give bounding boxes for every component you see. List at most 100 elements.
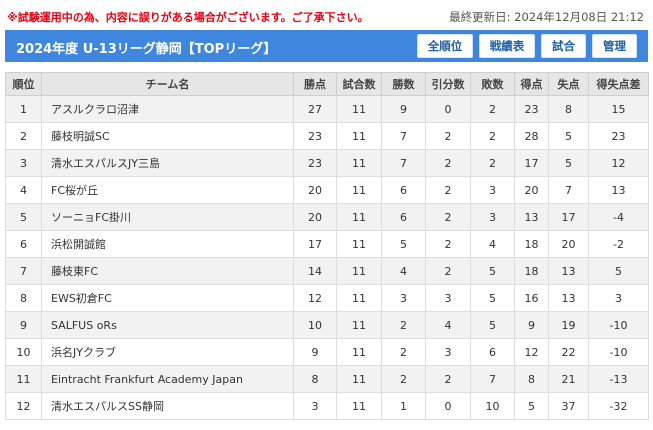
losses-cell: 7	[470, 365, 515, 393]
draws-cell: 2	[425, 230, 471, 258]
draws-cell: 2	[425, 149, 471, 177]
rank-cell: 1	[5, 95, 42, 123]
column-header-team[interactable]: チーム名	[41, 72, 294, 96]
losses-cell: 2	[470, 149, 515, 177]
goals-for-cell: 12	[514, 338, 549, 366]
played-cell: 11	[336, 338, 382, 366]
rank-cell: 9	[5, 311, 42, 339]
ranking-button[interactable]: 全順位	[417, 34, 473, 58]
team-name-cell[interactable]: 浜名JYクラブ	[41, 338, 294, 366]
losses-cell: 5	[470, 284, 515, 312]
table-row: 10 浜名JYクラブ 9 11 2 3 6 12 22 -10	[5, 338, 649, 366]
played-cell: 11	[336, 176, 382, 204]
goals-against-cell: 37	[548, 392, 589, 420]
goals-for-cell: 9	[514, 311, 549, 339]
points-cell: 14	[293, 257, 337, 285]
column-header-goals-against[interactable]: 失点	[548, 72, 589, 96]
points-cell: 23	[293, 122, 337, 150]
goals-against-cell: 22	[548, 338, 589, 366]
table-row: 6 浜松開誠館 17 11 5 2 4 18 20 -2	[5, 230, 649, 258]
goals-against-cell: 19	[548, 311, 589, 339]
losses-cell: 6	[470, 338, 515, 366]
draws-cell: 3	[425, 284, 471, 312]
goal-diff-cell: -4	[588, 203, 649, 231]
goals-against-cell: 8	[548, 95, 589, 123]
table-row: 11 Eintracht Frankfurt Academy Japan 8 11 2 2…	[5, 365, 649, 393]
wins-cell: 2	[381, 365, 426, 393]
rank-cell: 2	[5, 122, 42, 150]
goals-for-cell: 13	[514, 203, 549, 231]
played-cell: 11	[336, 95, 382, 123]
played-cell: 11	[336, 149, 382, 177]
goals-for-cell: 23	[514, 95, 549, 123]
wins-cell: 6	[381, 203, 426, 231]
losses-cell: 3	[470, 203, 515, 231]
draws-cell: 2	[425, 203, 471, 231]
points-cell: 8	[293, 365, 337, 393]
goal-diff-cell: -32	[588, 392, 649, 420]
wins-cell: 7	[381, 149, 426, 177]
losses-cell: 3	[470, 176, 515, 204]
rank-cell: 11	[5, 365, 42, 393]
table-row: 12 清水エスパルスSS静岡 3 11 1 0 10 5 37 -32	[5, 392, 649, 420]
goals-against-cell: 17	[548, 203, 589, 231]
draws-cell: 2	[425, 257, 471, 285]
team-name-cell[interactable]: Eintracht Frankfurt Academy Japan	[41, 365, 294, 393]
results-table-button[interactable]: 戦績表	[479, 34, 535, 58]
goals-against-cell: 7	[548, 176, 589, 204]
rank-cell: 10	[5, 338, 42, 366]
matches-button[interactable]: 試合	[541, 34, 586, 58]
team-name-cell[interactable]: FC桜が丘	[41, 176, 294, 204]
table-row: 3 清水エスパルスJY三島 23 11 7 2 2 17 5 12	[5, 149, 649, 177]
team-name-cell[interactable]: EWS初倉FC	[41, 284, 294, 312]
column-header-points[interactable]: 勝点	[293, 72, 337, 96]
points-cell: 10	[293, 311, 337, 339]
team-name-cell[interactable]: 清水エスパルスSS静岡	[41, 392, 294, 420]
team-name-cell[interactable]: アスルクラロ沼津	[41, 95, 294, 123]
draws-cell: 0	[425, 95, 471, 123]
team-name-cell[interactable]: 藤枝明誠SC	[41, 122, 294, 150]
points-cell: 27	[293, 95, 337, 123]
played-cell: 11	[336, 311, 382, 339]
goals-for-cell: 17	[514, 149, 549, 177]
played-cell: 11	[336, 230, 382, 258]
team-name-cell[interactable]: 藤枝東FC	[41, 257, 294, 285]
table-header-row: 順位 チーム名 勝点 試合数 勝数 引分数 敗数 得点 失点 得失点差	[5, 72, 649, 96]
points-cell: 23	[293, 149, 337, 177]
team-name-cell[interactable]: SALFUS oRs	[41, 311, 294, 339]
goal-diff-cell: 3	[588, 284, 649, 312]
column-header-played[interactable]: 試合数	[336, 72, 382, 96]
goals-against-cell: 5	[548, 149, 589, 177]
played-cell: 11	[336, 284, 382, 312]
team-name-cell[interactable]: 清水エスパルスJY三島	[41, 149, 294, 177]
column-header-goal-diff[interactable]: 得失点差	[588, 72, 649, 96]
losses-cell: 10	[470, 392, 515, 420]
table-row: 2 藤枝明誠SC 23 11 7 2 2 28 5 23	[5, 122, 649, 150]
column-header-goals-for[interactable]: 得点	[514, 72, 549, 96]
rank-cell: 5	[5, 203, 42, 231]
table-row: 9 SALFUS oRs 10 11 2 4 5 9 19 -10	[5, 311, 649, 339]
losses-cell: 5	[470, 311, 515, 339]
notice-text: ※試験運用中の為、内容に誤りがある場合がございます。ご了承下さい。	[7, 11, 369, 24]
league-title-bar: 2024年度 U-13リーグ静岡【TOPリーグ】 全順位 戦績表 試合 管理	[5, 30, 648, 62]
losses-cell: 4	[470, 230, 515, 258]
goals-for-cell: 20	[514, 176, 549, 204]
column-header-wins[interactable]: 勝数	[381, 72, 426, 96]
team-name-cell[interactable]: ソーニョFC掛川	[41, 203, 294, 231]
goal-diff-cell: -10	[588, 338, 649, 366]
manage-button[interactable]: 管理	[592, 34, 637, 58]
wins-cell: 3	[381, 284, 426, 312]
table-row: 7 藤枝東FC 14 11 4 2 5 18 13 5	[5, 257, 649, 285]
played-cell: 11	[336, 365, 382, 393]
top-info-row: ※試験運用中の為、内容に誤りがある場合がございます。ご了承下さい。 最終更新日:…	[0, 0, 653, 30]
league-title: 2024年度 U-13リーグ静岡【TOPリーグ】	[16, 42, 277, 57]
table-row: 5 ソーニョFC掛川 20 11 6 2 3 13 17 -4	[5, 203, 649, 231]
column-header-losses[interactable]: 敗数	[470, 72, 515, 96]
column-header-rank[interactable]: 順位	[5, 72, 42, 96]
played-cell: 11	[336, 203, 382, 231]
points-cell: 20	[293, 203, 337, 231]
team-name-cell[interactable]: 浜松開誠館	[41, 230, 294, 258]
points-cell: 17	[293, 230, 337, 258]
goal-diff-cell: -10	[588, 311, 649, 339]
column-header-draws[interactable]: 引分数	[425, 72, 471, 96]
